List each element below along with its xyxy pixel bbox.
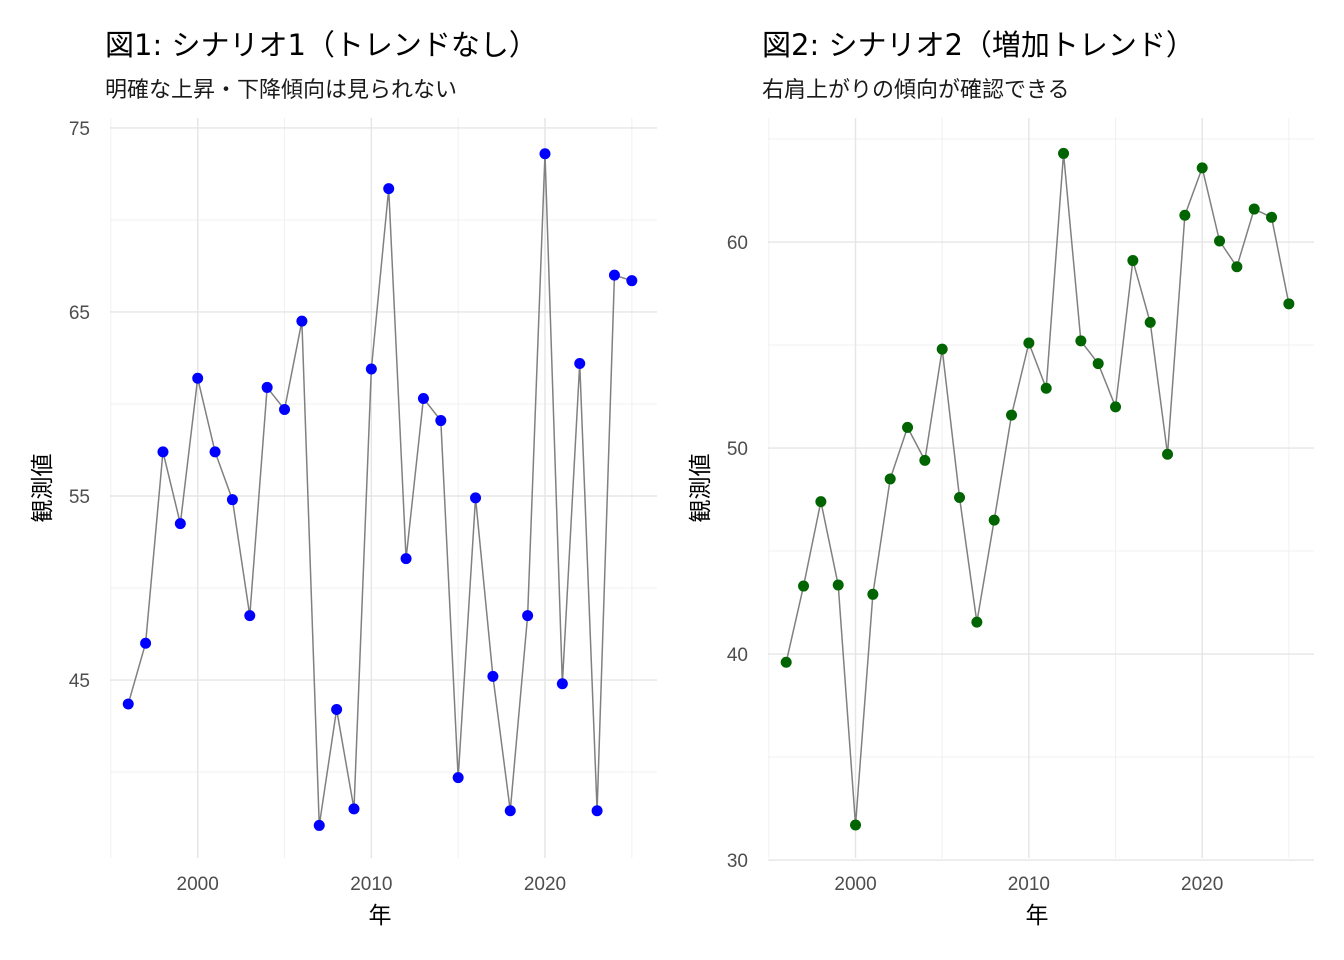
data-point — [971, 616, 983, 628]
x-tick-label: 2000 — [177, 874, 219, 895]
data-point — [122, 698, 134, 710]
data-point — [1283, 298, 1295, 310]
chart-subtitle: 明確な上昇・下降傾向は見られない — [105, 78, 457, 103]
y-tick-label: 45 — [69, 671, 90, 692]
data-point — [1162, 448, 1174, 460]
data-point — [1144, 316, 1156, 328]
data-point — [1023, 337, 1035, 349]
data-point — [140, 637, 152, 649]
data-point — [1075, 335, 1087, 347]
data-point — [365, 363, 377, 375]
y-tick-label: 55 — [69, 487, 90, 508]
data-point — [936, 343, 948, 355]
data-point — [261, 381, 273, 393]
data-point — [522, 610, 534, 622]
data-point — [174, 518, 186, 530]
data-point — [1006, 409, 1018, 421]
data-point — [279, 404, 291, 416]
chart-title: 図1: シナリオ1（トレンドなし） — [105, 28, 538, 62]
data-point — [591, 805, 603, 817]
data-point — [539, 148, 551, 160]
y-tick-label: 75 — [69, 119, 90, 140]
data-point — [157, 446, 169, 458]
data-point — [988, 514, 1000, 526]
data-point — [556, 678, 568, 690]
y-axis-title: 観測値 — [688, 454, 714, 523]
x-axis-title: 年 — [369, 903, 392, 929]
data-point — [400, 553, 412, 565]
x-tick-label: 2020 — [1181, 874, 1223, 895]
y-tick-label: 50 — [727, 439, 748, 460]
data-point — [1179, 209, 1191, 221]
y-tick-label: 60 — [727, 233, 748, 254]
data-point — [1266, 211, 1278, 223]
data-point — [452, 772, 464, 784]
data-point — [487, 670, 499, 682]
data-point — [1214, 235, 1226, 247]
data-point — [504, 805, 516, 817]
x-axis-title: 年 — [1026, 903, 1049, 929]
data-point — [244, 610, 256, 622]
x-tick-label: 2020 — [524, 874, 566, 895]
data-point — [209, 446, 221, 458]
data-point — [608, 269, 620, 281]
series-line — [785, 153, 1290, 826]
data-point — [1058, 147, 1070, 159]
data-point — [1127, 255, 1139, 267]
data-point — [1040, 382, 1052, 394]
data-point — [815, 496, 827, 508]
data-point — [1110, 401, 1122, 413]
data-point — [1231, 261, 1243, 273]
y-tick-label: 40 — [727, 645, 748, 666]
data-point — [626, 275, 638, 287]
data-point — [1248, 203, 1260, 215]
data-point — [919, 454, 931, 466]
chart-panel-1: 図1: シナリオ1（トレンドなし） 明確な上昇・下降傾向は見られない 45 55 65 7… — [30, 28, 657, 929]
series-line — [127, 153, 633, 826]
x-tick-label: 2010 — [1008, 874, 1050, 895]
chart-subtitle: 右肩上がりの傾向が確認できる — [762, 78, 1070, 103]
data-point — [1196, 162, 1208, 174]
data-point — [296, 315, 308, 327]
x-tick-label: 2010 — [350, 874, 392, 895]
chart-panel-2: 図2: シナリオ2（増加トレンド） 右肩上がりの傾向が確認できる 30 40 50 60 2… — [688, 28, 1314, 929]
data-point — [348, 803, 360, 815]
data-point — [226, 494, 238, 506]
data-point — [884, 473, 896, 485]
data-point — [780, 656, 792, 668]
data-point — [867, 588, 879, 600]
data-point — [850, 819, 862, 831]
data-point — [417, 392, 429, 404]
y-tick-label: 30 — [727, 851, 748, 872]
data-point — [470, 492, 482, 504]
data-point — [798, 580, 810, 592]
data-point — [574, 358, 586, 370]
data-point — [383, 183, 395, 195]
y-tick-label: 65 — [69, 303, 90, 324]
data-point — [1092, 358, 1104, 370]
x-tick-label: 2000 — [834, 874, 876, 895]
data-point — [902, 421, 914, 433]
data-point — [954, 491, 966, 503]
data-point — [313, 819, 325, 831]
chart-title: 図2: シナリオ2（増加トレンド） — [762, 28, 1195, 62]
data-point — [435, 415, 447, 427]
data-point — [331, 703, 343, 715]
y-axis-title: 観測値 — [30, 454, 56, 523]
data-point — [832, 579, 844, 591]
data-point — [192, 372, 204, 384]
